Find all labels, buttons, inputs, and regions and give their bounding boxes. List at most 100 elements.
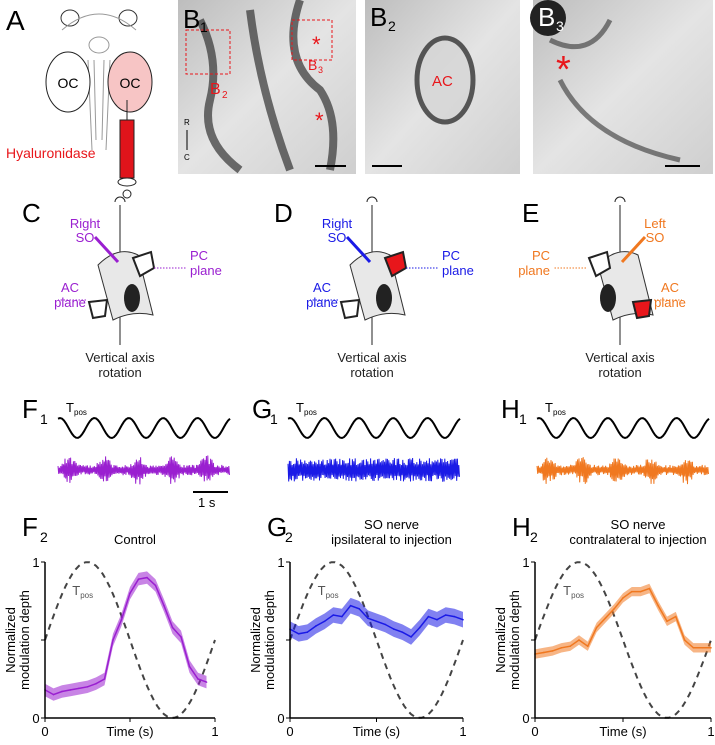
so-label: Right bbox=[322, 216, 353, 231]
data-point bbox=[70, 689, 72, 691]
data-point bbox=[61, 691, 63, 693]
x-axis-label: Time (s) bbox=[106, 724, 153, 739]
data-point bbox=[701, 647, 703, 649]
pc-label: PC bbox=[190, 248, 208, 263]
stim-label: T bbox=[66, 400, 74, 415]
panel-c: CPCplaneACplaneRightSOVertical axisrotat… bbox=[22, 197, 222, 380]
ac-label: AC bbox=[61, 280, 79, 295]
reference-sub: pos bbox=[571, 591, 584, 600]
panel-b2: B 2 AC bbox=[365, 0, 520, 174]
x-axis-label: Time (s) bbox=[353, 724, 400, 739]
skull-dark-region bbox=[600, 284, 616, 312]
reference-tpos-curve bbox=[290, 562, 463, 718]
panel-sub-b3: 3 bbox=[556, 18, 564, 34]
axis-caption: Vertical axis bbox=[337, 350, 407, 365]
pc-label-2: plane bbox=[190, 263, 222, 278]
sem-band bbox=[45, 571, 207, 700]
data-point bbox=[552, 650, 554, 652]
stim-label: T bbox=[296, 400, 304, 415]
data-point bbox=[307, 631, 309, 633]
panel-h1: H 1T pos bbox=[501, 394, 709, 484]
marker-b3: B bbox=[308, 57, 317, 73]
data-point bbox=[189, 666, 191, 668]
data-point bbox=[197, 678, 199, 680]
data-point bbox=[393, 628, 395, 630]
asterisk-1: * bbox=[312, 32, 321, 57]
panel-f1: F 1 T pos bbox=[22, 394, 230, 484]
panel-sub: 2 bbox=[40, 529, 48, 545]
data-point bbox=[428, 616, 430, 618]
nerve-recording-trace bbox=[288, 458, 460, 482]
data-point bbox=[53, 694, 55, 696]
panel-sub: 2 bbox=[530, 529, 538, 545]
y-axis-label: Normalized bbox=[3, 607, 18, 673]
so-label-2: SO bbox=[76, 230, 95, 245]
stim-label: T bbox=[545, 400, 553, 415]
axis-caption: Vertical axis bbox=[585, 350, 655, 365]
axis-caption-2: rotation bbox=[350, 365, 393, 380]
panel-label: F bbox=[22, 394, 38, 424]
so-label: Left bbox=[644, 216, 666, 231]
pc-label-2: plane bbox=[518, 263, 550, 278]
panel-b1: B 1 B 2 B 3 * * R C bbox=[178, 0, 356, 174]
chart-f2: F 2 ControlT pos100 1Time (s)Normalized modul… bbox=[3, 512, 219, 739]
figure-canvas: A OC OC Hyaluronidase B 1 B 2 B 3 * * R … bbox=[0, 0, 715, 745]
ac-label-2: plane bbox=[306, 295, 338, 310]
figure: A OC OC Hyaluronidase B 1 B 2 B 3 * * R … bbox=[0, 0, 715, 745]
data-point bbox=[454, 616, 456, 618]
data-point bbox=[693, 647, 695, 649]
x-tick-label: 1 bbox=[459, 724, 466, 739]
data-point bbox=[298, 633, 300, 635]
data-point bbox=[163, 605, 165, 607]
y-axis-label: Normalized bbox=[248, 607, 263, 673]
chart-title: SO nerve bbox=[364, 517, 419, 532]
data-point bbox=[666, 620, 668, 622]
data-point bbox=[596, 627, 598, 629]
panel-label-a: A bbox=[6, 5, 25, 36]
skull-dark-region bbox=[376, 284, 392, 312]
stim-sub: pos bbox=[304, 408, 317, 417]
reference-label: T bbox=[563, 583, 571, 598]
panel-label-e: E bbox=[522, 198, 539, 228]
data-point bbox=[95, 683, 97, 685]
data-point bbox=[631, 591, 633, 593]
data-point bbox=[155, 585, 157, 587]
axis-r: R bbox=[184, 118, 190, 127]
data-point bbox=[445, 614, 447, 616]
stim-sub: pos bbox=[74, 408, 87, 417]
ac-label-2: plane bbox=[654, 295, 686, 310]
ac-label: AC bbox=[661, 280, 679, 295]
y-tick-label: 1 bbox=[277, 555, 284, 570]
nerve-recording-trace bbox=[58, 456, 230, 485]
panel-sub: 1 bbox=[270, 411, 278, 427]
rotation-arrow-icon bbox=[367, 197, 377, 202]
data-point bbox=[622, 597, 624, 599]
data-point bbox=[402, 631, 404, 633]
data-point bbox=[129, 592, 131, 594]
data-point bbox=[367, 617, 369, 619]
y-axis-label: Normalized bbox=[493, 607, 508, 673]
data-point bbox=[543, 652, 545, 654]
data-point bbox=[358, 608, 360, 610]
panel-label-b3: B bbox=[538, 2, 555, 32]
panel-label: F bbox=[22, 512, 38, 542]
y-axis-label-2: modulation depth bbox=[262, 590, 277, 690]
ac-canal-icon bbox=[341, 300, 359, 318]
x-tick-label: 1 bbox=[211, 724, 218, 739]
data-point bbox=[587, 645, 589, 647]
plunger-knob bbox=[123, 190, 131, 198]
data-point bbox=[710, 647, 712, 649]
plunger bbox=[118, 178, 136, 186]
pc-label: PC bbox=[442, 248, 460, 263]
so-label-2: SO bbox=[646, 230, 665, 245]
axis-caption: Vertical axis bbox=[85, 350, 155, 365]
reference-sub: pos bbox=[326, 591, 339, 600]
x-tick-label: 1 bbox=[707, 724, 714, 739]
data-point bbox=[376, 620, 378, 622]
stimulus-trace bbox=[537, 418, 709, 438]
scale-bar-label: 1 s bbox=[198, 495, 216, 510]
chart-title: SO nerve bbox=[611, 517, 666, 532]
data-point bbox=[104, 678, 106, 680]
chart-title-2: ipsilateral to injection bbox=[331, 532, 452, 547]
chart-h2: H 2 SO nervecontralateral to injection T pos… bbox=[493, 512, 715, 739]
